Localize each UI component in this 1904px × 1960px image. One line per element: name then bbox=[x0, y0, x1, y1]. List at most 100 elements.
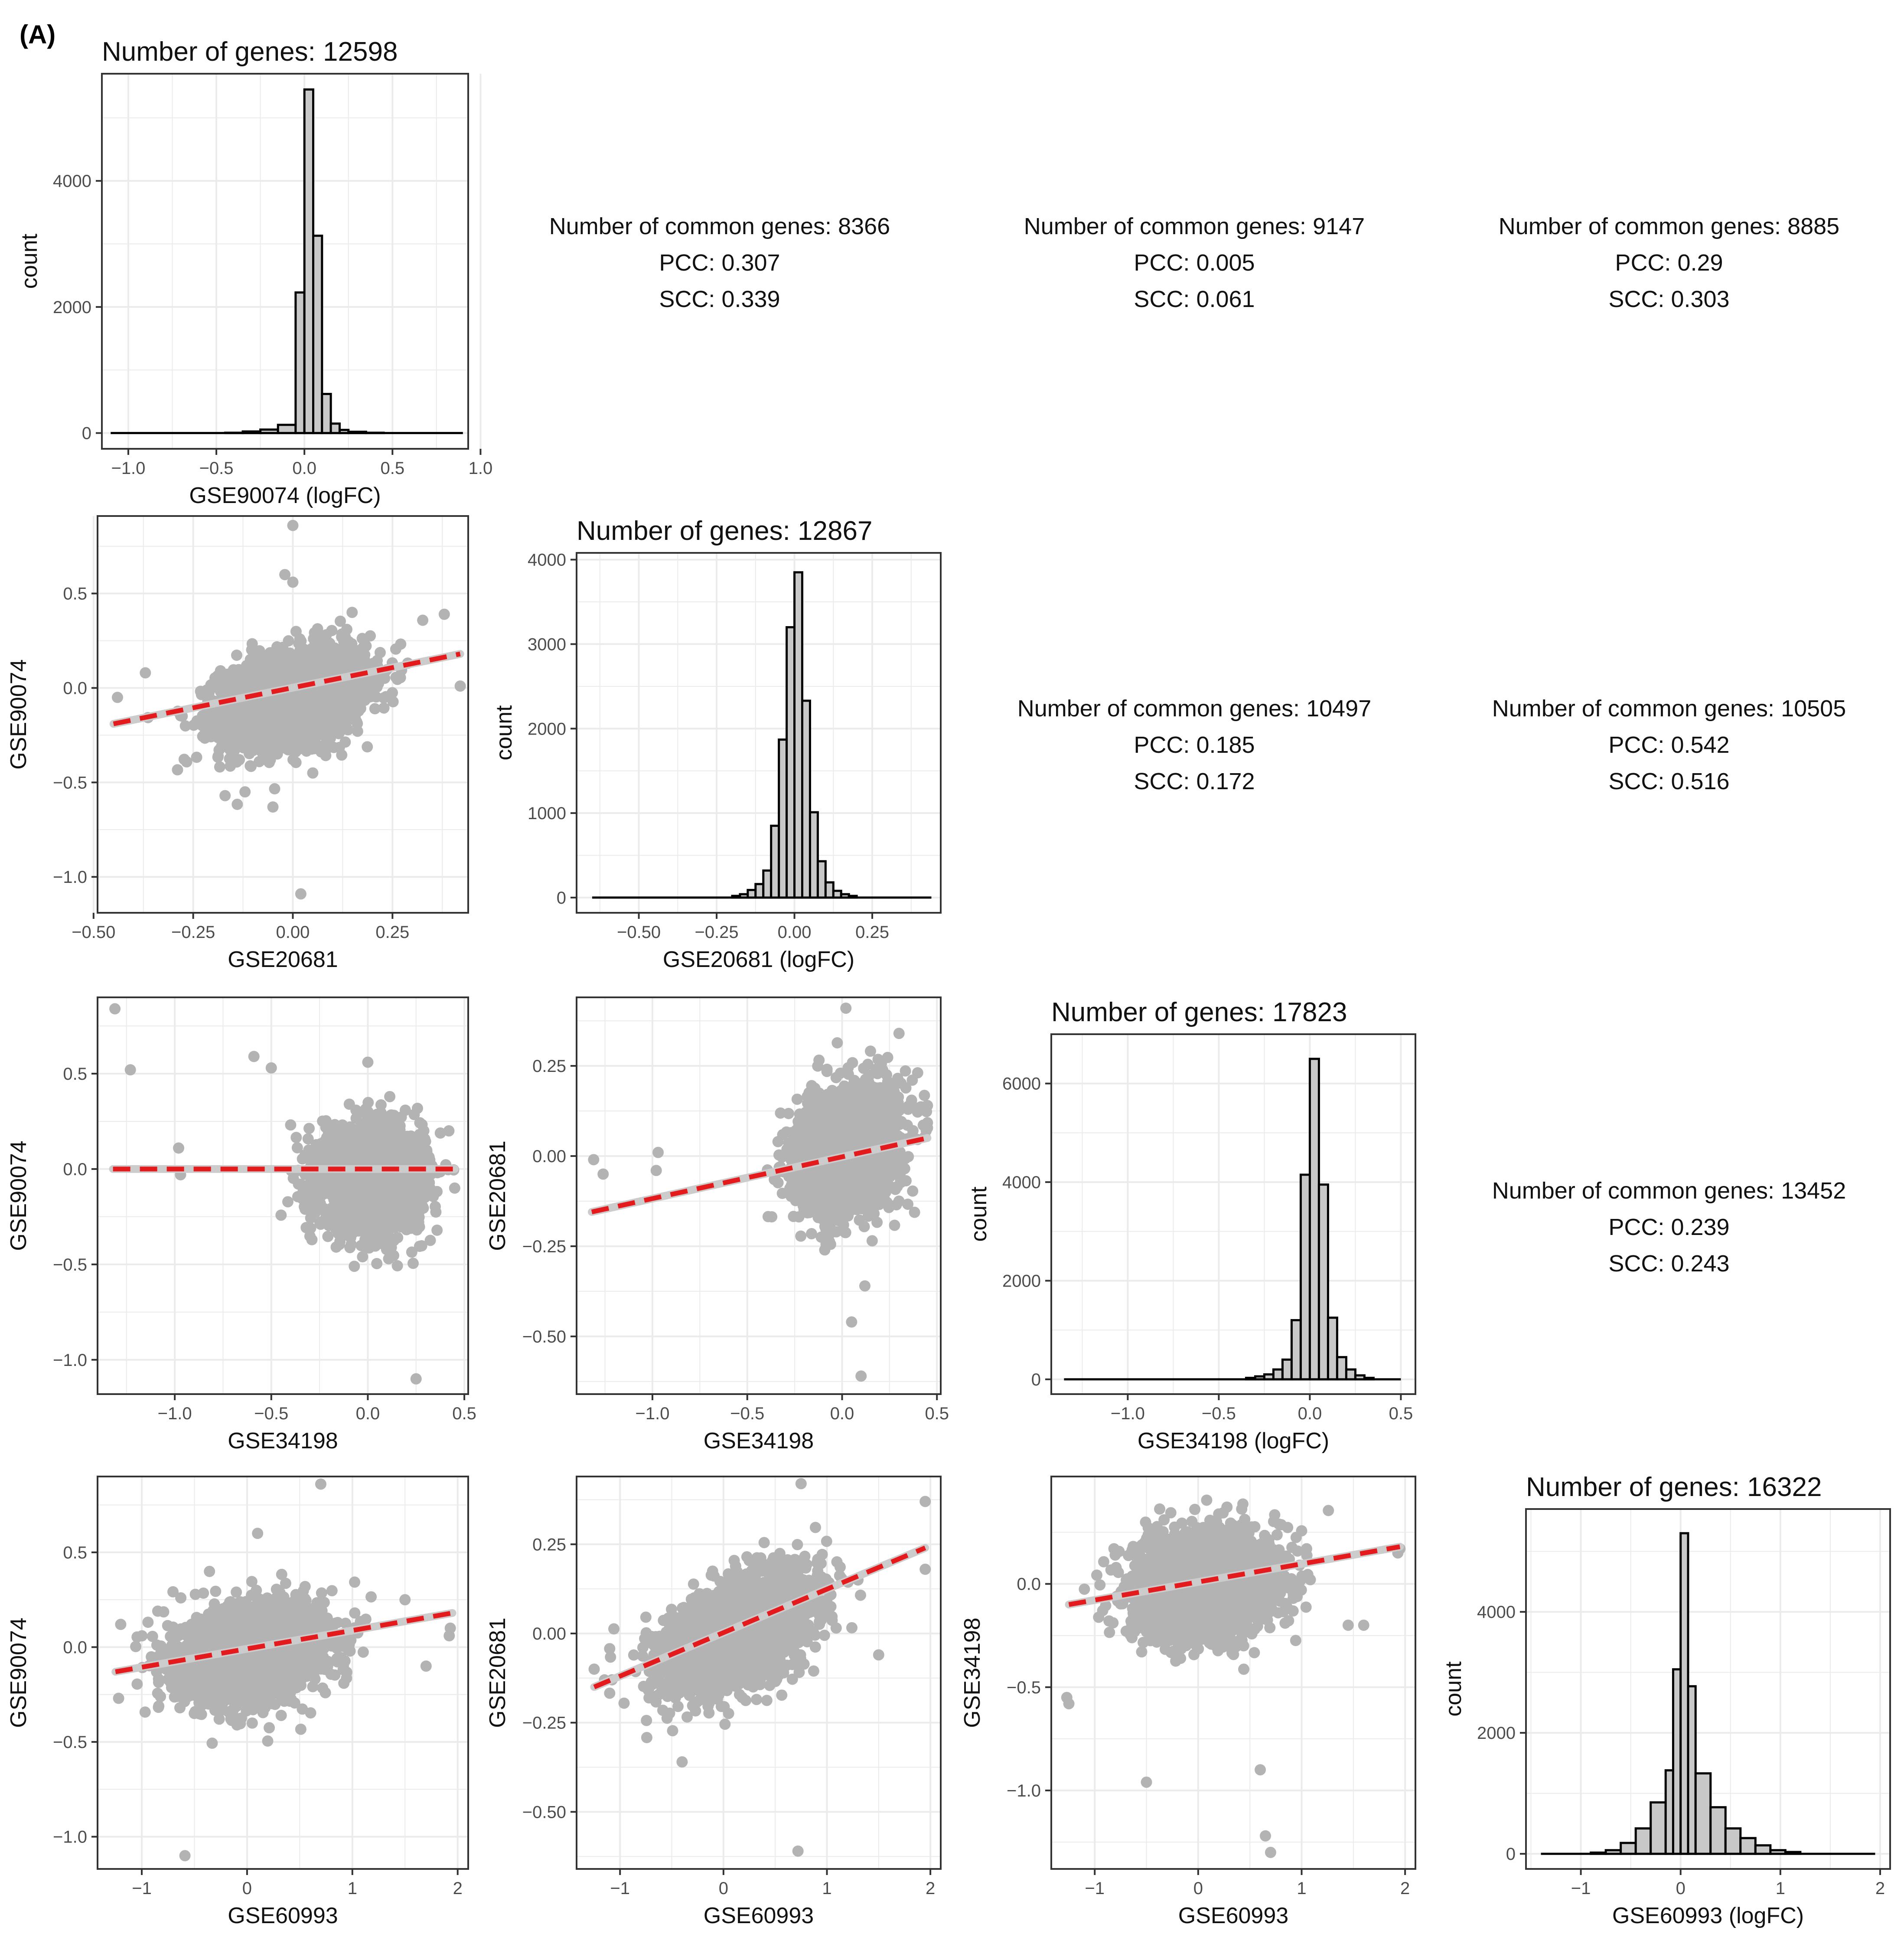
scatter-point bbox=[334, 691, 346, 703]
scatter-point bbox=[424, 1235, 436, 1246]
scatter-point bbox=[245, 760, 256, 772]
scatter-point bbox=[300, 699, 312, 710]
histogram-bar bbox=[816, 860, 827, 899]
scatter-point bbox=[320, 695, 332, 706]
histogram-bar bbox=[1769, 1849, 1787, 1855]
x-tick-label: 0.5 bbox=[1389, 1404, 1413, 1423]
scatter-point bbox=[291, 1142, 303, 1153]
scatter-point bbox=[191, 751, 202, 763]
histogram-bar bbox=[1345, 1368, 1356, 1381]
scatter-point bbox=[344, 653, 355, 664]
scatter-point bbox=[249, 700, 261, 712]
y-tick-label: 2000 bbox=[1002, 1271, 1041, 1290]
scatter-point bbox=[328, 742, 340, 753]
scatter-point bbox=[220, 727, 231, 739]
scatter-point bbox=[246, 638, 258, 650]
histogram-title: Number of genes: 12867 bbox=[577, 516, 872, 546]
scatter-point bbox=[172, 764, 183, 776]
scatter-point bbox=[290, 1132, 302, 1143]
panel-border bbox=[1525, 1508, 1891, 1870]
scatter-point bbox=[326, 625, 338, 637]
regression-line bbox=[113, 651, 461, 726]
outlier-point bbox=[279, 569, 291, 581]
scatter-point bbox=[431, 1225, 443, 1236]
outlier-point bbox=[438, 608, 450, 620]
histogram-bar bbox=[739, 893, 749, 899]
scatter-point bbox=[259, 714, 271, 726]
scatter-point bbox=[207, 723, 218, 735]
x-tick-label: −1 bbox=[1571, 1879, 1591, 1898]
y-axis-title: count bbox=[1441, 1661, 1466, 1717]
scatter-point bbox=[306, 1234, 318, 1245]
histogram-bar bbox=[1290, 1319, 1302, 1381]
histogram-bar bbox=[1245, 1376, 1256, 1381]
scatter-point bbox=[362, 1097, 374, 1108]
y-tick-label: −0.5 bbox=[53, 773, 87, 792]
histogram-bar bbox=[1272, 1368, 1284, 1381]
scatter-point bbox=[310, 724, 321, 736]
scatter-point bbox=[214, 667, 226, 679]
scatter-point bbox=[312, 623, 323, 635]
chart-hist2: −0.50 −0.25 0.00 0.2501000200030004000GSE20… bbox=[492, 516, 942, 972]
scatter-point bbox=[352, 718, 363, 729]
scatter-point bbox=[378, 702, 390, 714]
histogram-bar bbox=[347, 431, 367, 434]
scatter-point bbox=[374, 647, 386, 658]
histogram-bar bbox=[1709, 1806, 1727, 1855]
scatter-point bbox=[382, 1242, 394, 1254]
scatter-point bbox=[236, 712, 248, 723]
scatter-point bbox=[290, 746, 301, 758]
histogram-bar bbox=[1672, 1668, 1682, 1855]
plot-background bbox=[102, 74, 468, 449]
histogram-bar bbox=[294, 291, 306, 434]
y-tick-label: 4000 bbox=[528, 551, 566, 570]
histogram-bar bbox=[1687, 1685, 1697, 1855]
histogram-bar bbox=[1354, 1374, 1366, 1381]
histogram-bar bbox=[1739, 1837, 1757, 1855]
scatter-point bbox=[231, 649, 243, 661]
histogram-bar bbox=[1650, 1801, 1667, 1855]
y-tick-label: 4000 bbox=[1477, 1603, 1516, 1622]
scatter-point bbox=[214, 761, 225, 773]
scatter-point bbox=[276, 717, 287, 728]
histogram-bar bbox=[1254, 1375, 1265, 1381]
scatter-point bbox=[407, 1258, 419, 1269]
y-tick-label: 0 bbox=[82, 424, 91, 443]
scatter-point bbox=[275, 1209, 287, 1221]
x-tick-label: 1 bbox=[1776, 1879, 1785, 1898]
histogram-bar bbox=[1317, 1183, 1329, 1381]
scatter-point bbox=[344, 686, 356, 698]
outlier-point bbox=[239, 786, 251, 798]
histogram-bar bbox=[786, 626, 796, 899]
y-axis-title: count bbox=[492, 705, 517, 761]
x-tick-label: 0.5 bbox=[381, 459, 405, 478]
x-tick-label: 1.0 bbox=[469, 459, 493, 478]
x-tick-label: 0.25 bbox=[855, 923, 889, 942]
scatter-point bbox=[306, 743, 317, 755]
scatter-point bbox=[416, 1240, 427, 1252]
scatter-point bbox=[286, 725, 298, 736]
scatter-point bbox=[231, 798, 243, 810]
scatter-point bbox=[334, 615, 346, 627]
scatter-point bbox=[322, 1231, 334, 1242]
histogram-bar bbox=[312, 235, 323, 434]
x-tick-label: 0.00 bbox=[778, 923, 812, 942]
histogram-bar bbox=[1679, 1532, 1689, 1855]
scatter-point bbox=[362, 741, 373, 753]
scatter-point bbox=[342, 724, 354, 735]
x-tick-label: −1.0 bbox=[111, 459, 145, 478]
y-tick-label: 2000 bbox=[53, 298, 91, 317]
scatter-point bbox=[333, 703, 344, 715]
scatter-point bbox=[249, 739, 261, 751]
scatter-point bbox=[359, 649, 371, 661]
histogram-bar bbox=[259, 428, 279, 434]
scatter-point bbox=[384, 1091, 396, 1102]
scatter-point bbox=[276, 737, 287, 748]
scatter-point bbox=[309, 734, 321, 745]
scatter-point bbox=[336, 631, 348, 643]
scatter-point bbox=[371, 1108, 383, 1120]
x-tick-label: −0.25 bbox=[694, 923, 738, 942]
scatter-point bbox=[244, 748, 255, 759]
